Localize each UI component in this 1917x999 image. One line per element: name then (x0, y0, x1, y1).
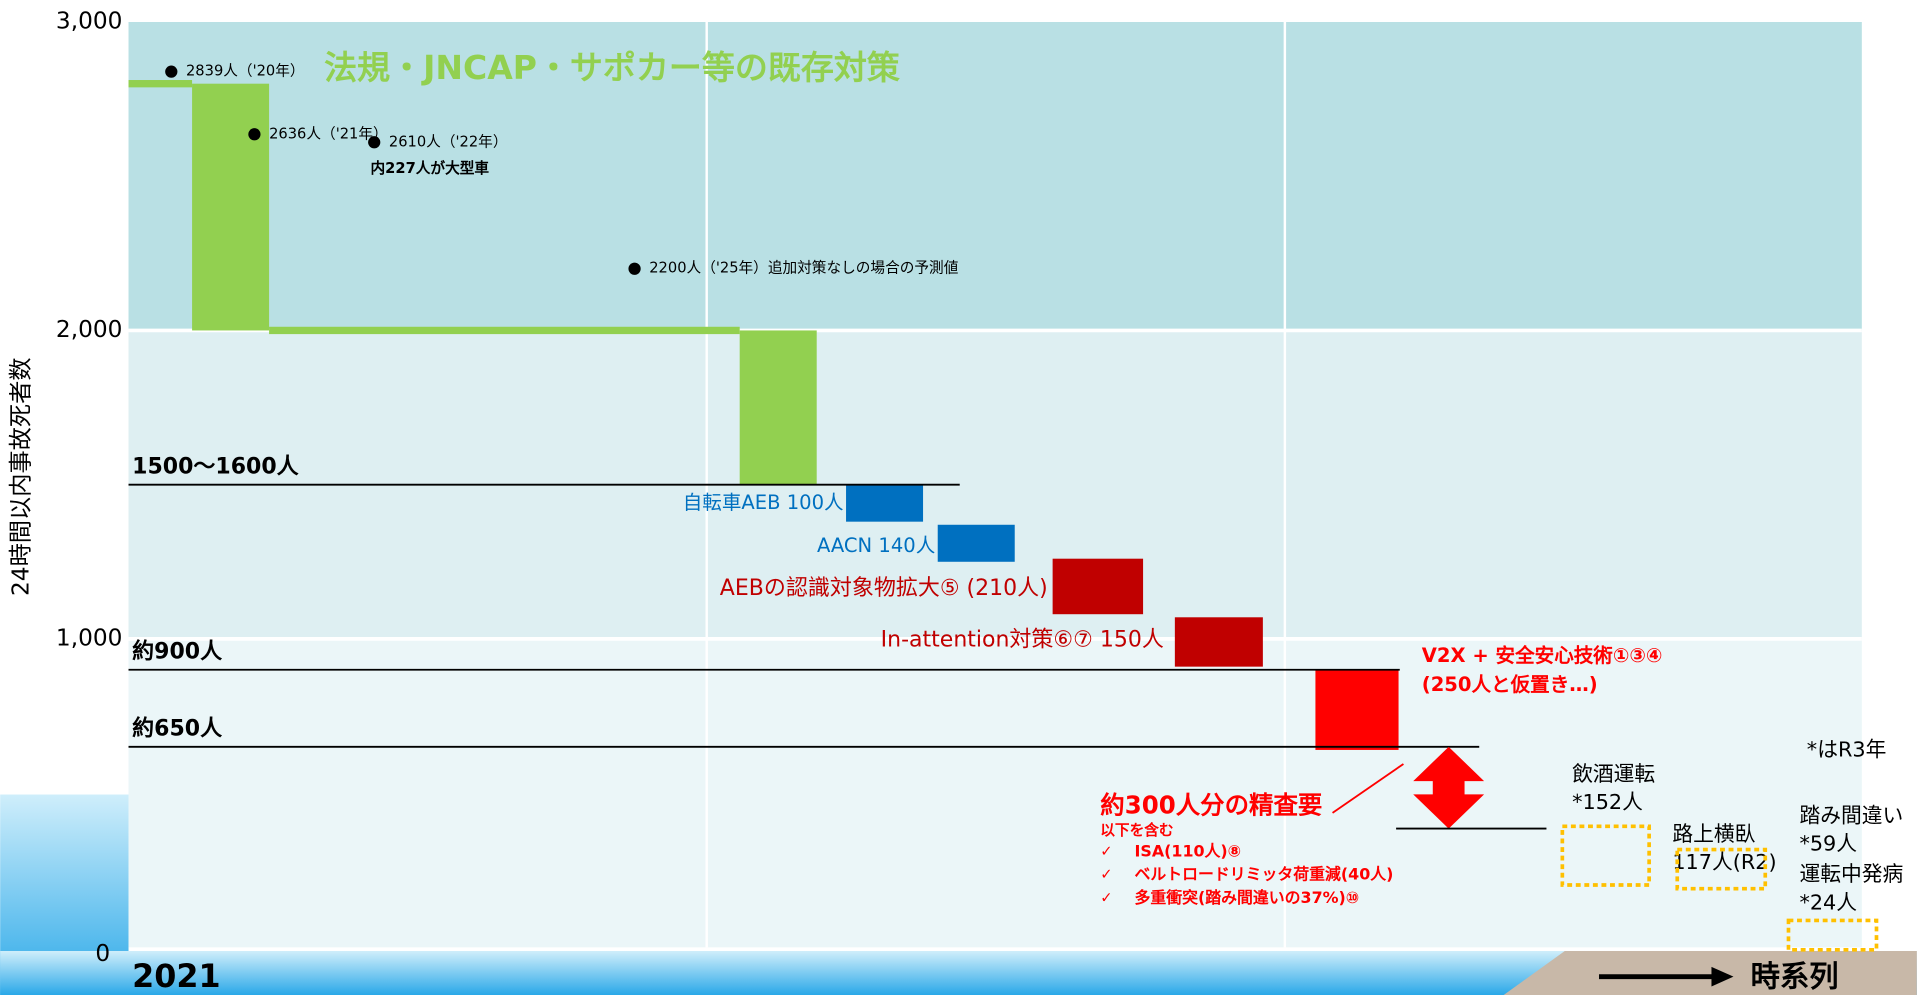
gap-item: 多重衝突(踏み間違いの37%)⑩ (1135, 888, 1360, 907)
gap-title: 約300人分の精査要 (1100, 791, 1322, 820)
gap-subtitle: 以下を含む (1100, 821, 1173, 839)
placeholder-box (1675, 847, 1768, 891)
level-label: 約900人 (132, 639, 222, 665)
other-name: 踏み間違い (1799, 804, 1903, 828)
bar (1052, 558, 1144, 615)
bullet: ✓ (1100, 889, 1112, 906)
point (628, 262, 641, 275)
note: *はR3年 (1807, 738, 1887, 762)
point-note: 内227人が大型車 (371, 159, 490, 177)
other-name: 運転中発病 (1799, 862, 1903, 886)
y-tick-label: 1,000 (56, 624, 122, 651)
bullet: ✓ (1100, 843, 1112, 860)
gap-arrow (1413, 746, 1485, 829)
other-value: *152人 (1572, 790, 1643, 814)
bar (846, 484, 924, 522)
y-axis-label: 24時間以内事故死者数 (8, 357, 35, 596)
other-value: *59人 (1799, 832, 1857, 856)
x-start-label: 2021 (132, 959, 220, 995)
other-name: 路上横臥 (1672, 822, 1755, 846)
point-label: 2200人（'25年）追加対策なしの場合の予測値 (649, 260, 958, 277)
gap-item: ベルトロードリミッタ荷重減(40人) (1135, 865, 1394, 884)
placeholder-box (1560, 824, 1651, 887)
bar-label: AACN 140人 (817, 534, 935, 557)
point-label: 2839人（'20年） (186, 63, 305, 80)
bar-label: 自転車AEB 100人 (683, 491, 844, 514)
decor (1503, 950, 1917, 995)
placeholder-box (1786, 918, 1879, 952)
point (248, 128, 261, 141)
connector (269, 326, 740, 335)
band (128, 638, 1862, 948)
level-label: 1500〜1600人 (132, 455, 298, 480)
leader (1332, 763, 1404, 814)
bar (192, 83, 270, 331)
band (128, 22, 1862, 331)
connector (128, 80, 193, 88)
bar-label: AEBの認識対象物拡大⑤ (210人) (720, 576, 1048, 601)
y-tick-label: 0 (95, 940, 110, 967)
y-tick-label: 2,000 (56, 316, 122, 343)
point-label: 2610人（'22年） (389, 133, 508, 150)
bullet: ✓ (1100, 866, 1112, 883)
bar-label: In-attention対策⑥⑦ 150人 (881, 628, 1164, 653)
bar-label: V2X + 安全安心技術①③④ (1422, 644, 1663, 667)
bar (937, 524, 1015, 562)
point (165, 65, 178, 78)
other-value: 117人(R2) (1672, 850, 1776, 874)
other-name: 飲酒運転 (1572, 762, 1655, 786)
x-axis-label: 時系列 (1751, 959, 1839, 993)
time-arrow-head (1711, 966, 1734, 987)
other-value: *24人 (1799, 890, 1857, 914)
y-tick-label: 3,000 (56, 8, 122, 35)
bar-label: (250人と仮置き…) (1422, 673, 1598, 696)
bar (1174, 617, 1263, 667)
chart-title: 法規・JNCAP・サポカー等の既存対策 (324, 48, 900, 87)
bar (739, 330, 817, 485)
point (368, 136, 381, 149)
gap-item: ISA(110人)⑧ (1135, 841, 1242, 860)
level-label: 約650人 (132, 716, 222, 742)
bar (1315, 669, 1399, 750)
point-label: 2636人（'21年） (269, 125, 388, 142)
